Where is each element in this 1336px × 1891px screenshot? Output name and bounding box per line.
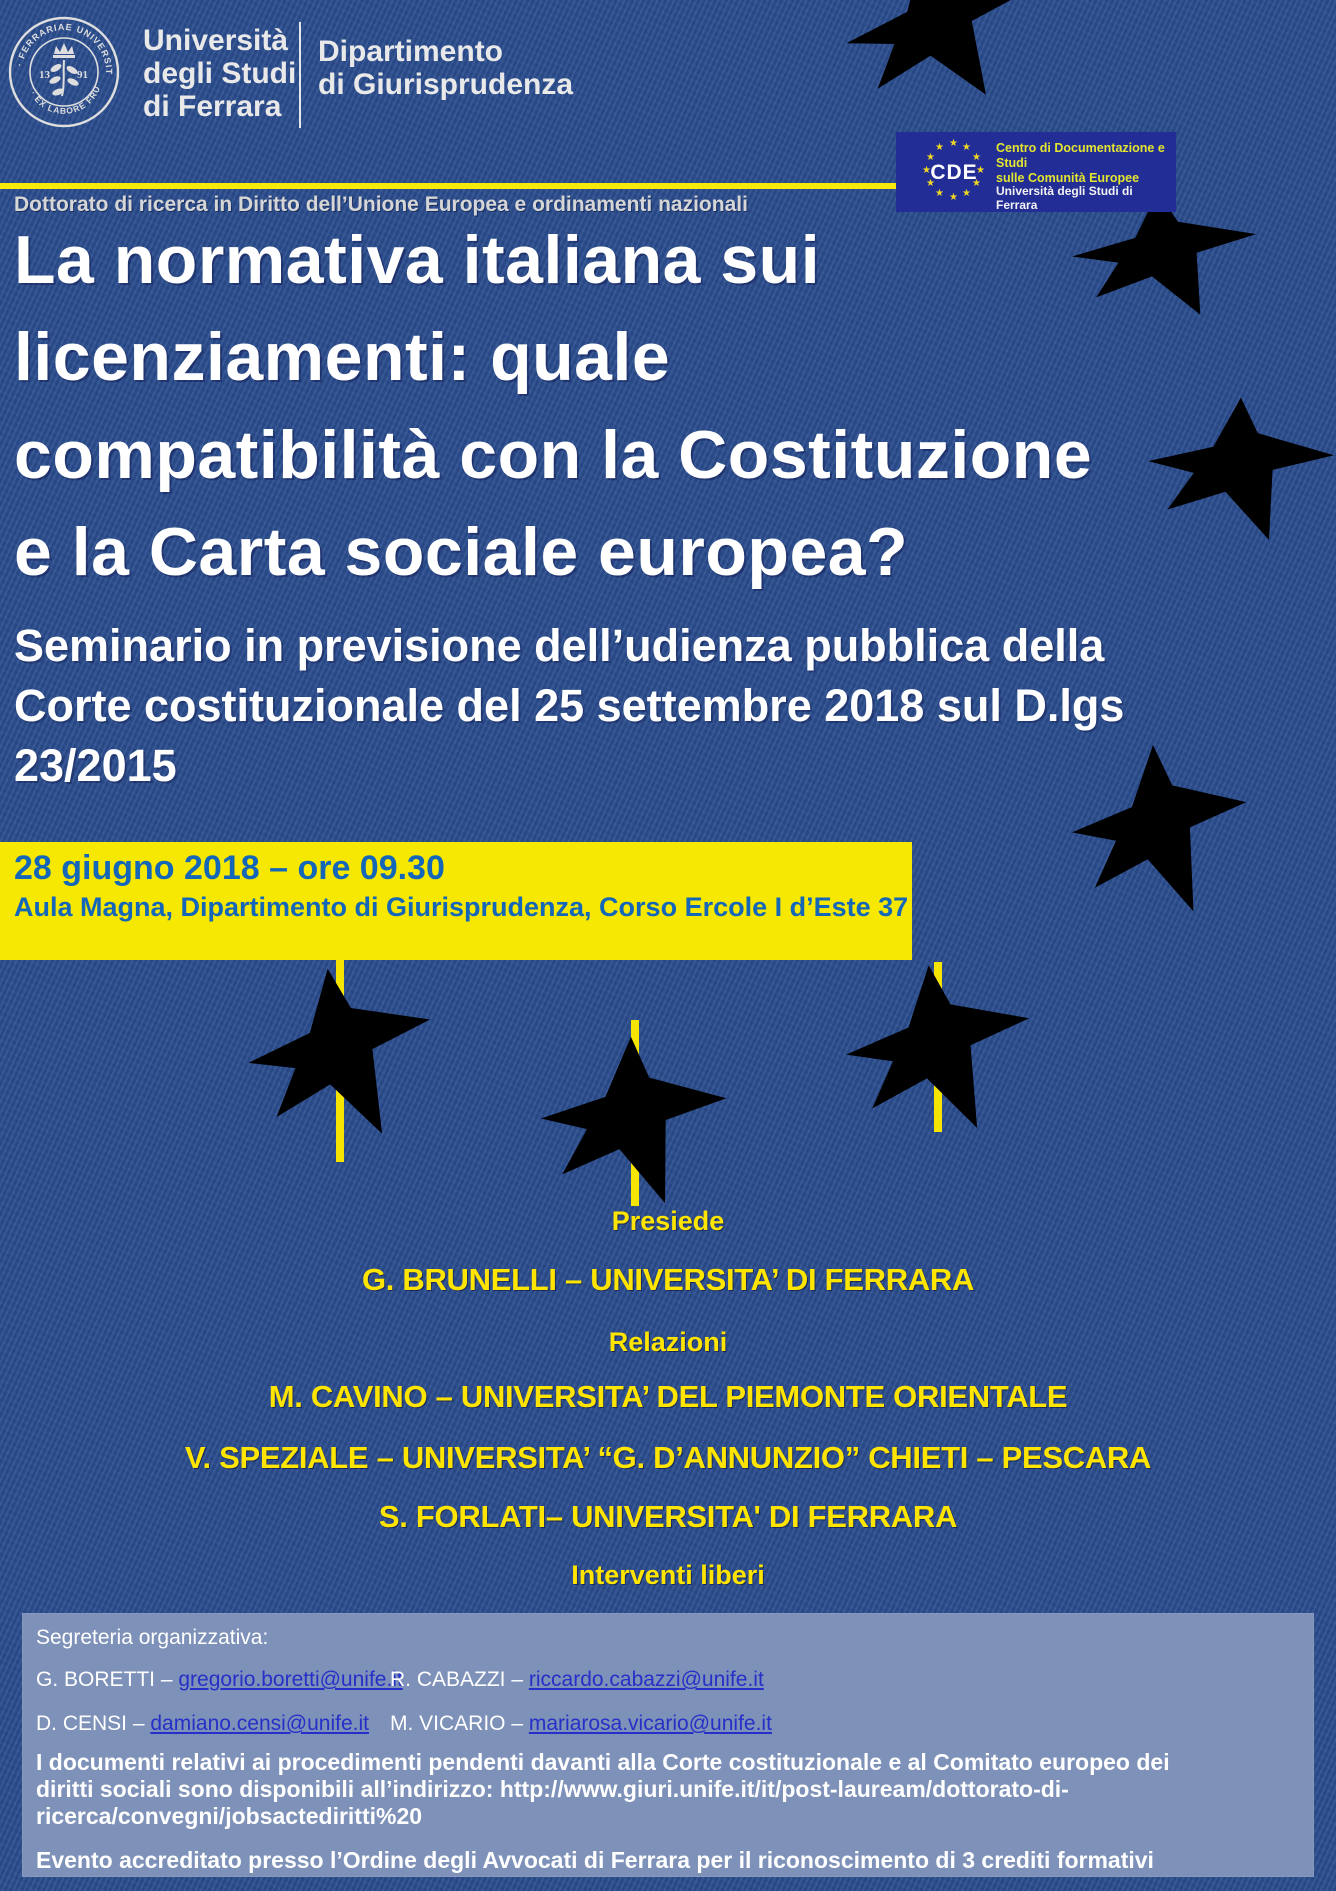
yellow-rule xyxy=(0,183,896,189)
poster-title-line: e la Carta sociale europea? xyxy=(14,514,909,590)
relazioni-label: Relazioni xyxy=(608,1327,728,1357)
eu-star-mid-center xyxy=(536,1032,730,1206)
cde-badge: ★ ★ ★ ★ ★ ★ ★ ★ ★ ★ ★ ★ CDE Centro di Do… xyxy=(896,132,1176,212)
svg-text:91: 91 xyxy=(77,69,88,81)
presiede-label: Presiede xyxy=(611,1206,725,1236)
documents-note: I documenti relativi ai procedimenti pen… xyxy=(36,1749,1170,1830)
cde-flag-star-icon: ★ xyxy=(949,192,958,203)
eu-star-mid-left xyxy=(242,961,438,1143)
contact-email-link[interactable]: mariarosa.vicario@unife.it xyxy=(528,1712,772,1735)
contact-name: M. VICARIO – xyxy=(390,1712,529,1735)
contact-boretti: G. BORETTI – gregorio.boretti@unife.it xyxy=(36,1668,403,1692)
accreditation-note: Evento accreditato presso l’Ordine degli… xyxy=(36,1847,1154,1873)
poster-subtitle-line: 23/2015 xyxy=(14,740,177,791)
cde-flag-star-icon: ★ xyxy=(949,138,958,149)
contact-cabazzi: R. CABAZZI – riccardo.cabazzi@unife.it xyxy=(390,1668,764,1692)
poster-subtitle-line: Corte costituzionale del 25 settembre 20… xyxy=(14,680,1125,731)
speaker-name: V. SPEZIALE – UNIVERSITA’ “G. D’ANNUNZIO… xyxy=(184,1440,1152,1475)
documents-note-line: ricerca/convegni/jobsactediritti%20 xyxy=(36,1803,423,1829)
cde-flag-star-icon: ★ xyxy=(962,142,971,153)
contact-email-link[interactable]: damiano.censi@unife.it xyxy=(150,1712,369,1735)
cde-flag-star-icon: ★ xyxy=(935,142,944,153)
contact-name: D. CENSI – xyxy=(36,1712,151,1735)
university-name-line: degli Studi xyxy=(143,57,297,90)
cde-subtitle: Università degli Studi di Ferrara xyxy=(996,184,1133,212)
eu-star-right-3 xyxy=(1072,745,1247,912)
contact-name: R. CABAZZI – xyxy=(390,1668,529,1691)
university-name: Università degli Studi di Ferrara xyxy=(143,24,296,123)
cde-flag-star-icon: ★ xyxy=(922,165,931,176)
department-name-line: di Giurisprudenza xyxy=(318,68,574,101)
interventi-label: Interventi liberi xyxy=(571,1560,765,1590)
poster-title-line: compatibilità con la Costituzione xyxy=(14,417,1093,493)
university-name-line: Università xyxy=(143,24,289,57)
eu-star-right-2 xyxy=(1141,388,1336,546)
svg-text:13: 13 xyxy=(39,69,51,81)
cde-flag-star-icon: ★ xyxy=(926,152,935,163)
poster-title-line: La normativa italiana sui xyxy=(14,222,821,298)
cde-flag-star-icon: ★ xyxy=(926,178,935,189)
speaker-name: M. CAVINO – UNIVERSITA’ DEL PIEMONTE ORI… xyxy=(268,1379,1068,1414)
documents-note-line: I documenti relativi ai procedimenti pen… xyxy=(36,1749,1170,1775)
cde-flag-star-icon: ★ xyxy=(972,178,981,189)
event-datetime: 28 giugno 2018 – ore 09.30 xyxy=(14,849,445,887)
cde-flag-star-icon: ★ xyxy=(976,165,985,176)
event-info-band: 28 giugno 2018 – ore 09.30 Aula Magna, D… xyxy=(0,842,912,960)
eu-star-top xyxy=(835,0,1043,114)
cde-flag-star-icon: ★ xyxy=(935,188,944,199)
secretariat-label: Segreteria organizzativa: xyxy=(36,1626,269,1649)
header-divider xyxy=(299,22,301,128)
contact-email-link[interactable]: gregorio.boretti@unife.it xyxy=(178,1668,403,1691)
speaker-name: S. FORLATI– UNIVERSITA' DI FERRARA xyxy=(378,1499,958,1534)
event-venue: Aula Magna, Dipartimento di Giurispruden… xyxy=(14,892,909,922)
university-seal: · FERRARIAE UNIVERSITAS · · EX LABORE FR… xyxy=(8,10,120,128)
cde-flag-star-icon: ★ xyxy=(972,152,981,163)
poster-subtitle-line: Seminario in previsione dell’udienza pub… xyxy=(14,620,1105,671)
cde-acronym: CDE xyxy=(930,161,978,184)
department-name-line: Dipartimento xyxy=(318,35,504,68)
contact-vicario: M. VICARIO – mariarosa.vicario@unife.it xyxy=(390,1712,772,1736)
cde-flag-star-icon: ★ xyxy=(962,188,971,199)
chair-name: G. BRUNELLI – UNIVERSITA’ DI FERRARA xyxy=(361,1262,975,1297)
documents-note-line: diritti sociali sono disponibili all’ind… xyxy=(36,1776,1069,1802)
department-name: Dipartimento di Giurisprudenza xyxy=(318,35,573,101)
contact-censi: D. CENSI – damiano.censi@unife.it xyxy=(36,1712,369,1736)
cde-title: Centro di Documentazione e Studi sulle C… xyxy=(996,141,1165,185)
university-name-line: di Ferrara xyxy=(143,90,282,123)
poster-title-line: licenziamenti: quale xyxy=(14,319,671,395)
eu-star-mid-right xyxy=(843,961,1033,1133)
contact-name: G. BORETTI – xyxy=(36,1668,179,1691)
phd-program-kicker: Dottorato di ricerca in Diritto dell’Uni… xyxy=(14,193,748,216)
footer-panel: Segreteria organizzativa: G. BORETTI – g… xyxy=(22,1613,1314,1877)
contact-email-link[interactable]: riccardo.cabazzi@unife.it xyxy=(528,1668,764,1691)
